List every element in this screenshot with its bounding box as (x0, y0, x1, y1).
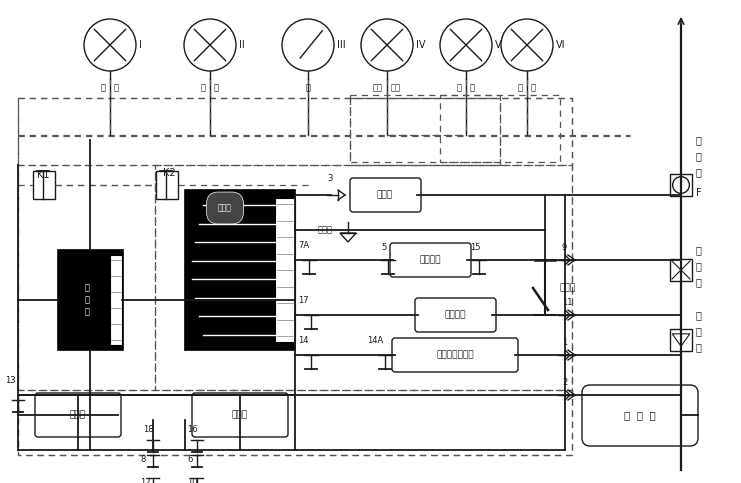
Bar (670, 259, 692, 281)
Text: 2: 2 (562, 378, 568, 387)
Bar (110, 255, 122, 345)
Bar (58, 250, 123, 350)
Text: 13: 13 (5, 376, 16, 385)
Text: 12: 12 (140, 478, 150, 483)
Text: 11: 11 (562, 298, 573, 307)
Text: 总: 总 (696, 135, 702, 145)
Text: 10: 10 (187, 478, 198, 483)
Text: 限压阀: 限压阀 (318, 226, 333, 235)
Text: 緩
解
室: 緩 解 室 (84, 284, 90, 316)
Text: 17: 17 (298, 296, 308, 305)
Bar (156, 171, 178, 199)
Text: 工: 工 (470, 83, 475, 92)
Text: 15: 15 (470, 243, 480, 252)
Text: 总: 总 (101, 83, 106, 92)
Text: 7A: 7A (298, 241, 309, 250)
Text: II: II (239, 40, 245, 50)
Text: 列: 列 (457, 83, 462, 92)
Text: F: F (696, 188, 702, 198)
Text: 1: 1 (562, 338, 568, 347)
Text: 容积风缸: 容积风缸 (445, 311, 466, 319)
Text: 制: 制 (518, 83, 523, 92)
Text: 源: 源 (696, 167, 702, 177)
Bar (670, 174, 692, 196)
Text: 储: 储 (114, 83, 119, 92)
Text: 容: 容 (305, 83, 310, 92)
Text: 附加缸: 附加缸 (377, 190, 393, 199)
Text: 调: 调 (696, 310, 702, 320)
Text: 压: 压 (696, 326, 702, 336)
Text: 3: 3 (327, 174, 333, 183)
Text: 器: 器 (696, 277, 702, 287)
Text: 尘: 尘 (696, 261, 702, 271)
Text: 紧室: 紧室 (391, 83, 401, 92)
Text: 9: 9 (562, 243, 568, 252)
Text: VI: VI (556, 40, 565, 50)
Text: I: I (139, 40, 142, 50)
Bar (185, 190, 295, 350)
Bar (275, 198, 295, 342)
Bar (33, 171, 55, 199)
Text: 制动管容量风缸: 制动管容量风缸 (436, 351, 473, 359)
Text: 副风缸: 副风缸 (232, 411, 248, 420)
Text: 副: 副 (201, 83, 206, 92)
Text: 14A: 14A (367, 336, 383, 345)
Text: 14: 14 (298, 336, 308, 345)
Text: 储  风  缸: 储 风 缸 (624, 410, 656, 420)
Text: III: III (337, 40, 345, 50)
Text: 8: 8 (140, 455, 145, 464)
Text: K1: K1 (37, 170, 50, 180)
Text: 16: 16 (187, 425, 198, 434)
Text: 6: 6 (187, 455, 193, 464)
Text: 阀: 阀 (696, 342, 702, 352)
Text: IV: IV (416, 40, 425, 50)
Text: 风: 风 (696, 151, 702, 161)
Text: V: V (495, 40, 502, 50)
Text: 辅助室: 辅助室 (218, 203, 232, 213)
Text: 工: 工 (214, 83, 219, 92)
Text: 容: 容 (531, 83, 536, 92)
Text: 5: 5 (381, 243, 386, 252)
Text: 操纵阀: 操纵阀 (560, 284, 576, 293)
Text: K2: K2 (163, 168, 176, 178)
Bar (670, 329, 692, 351)
Text: 制动缸: 制动缸 (70, 411, 86, 420)
Text: 18: 18 (143, 425, 153, 434)
Text: 工作风缸: 工作风缸 (419, 256, 441, 265)
Text: 滤: 滤 (696, 245, 702, 255)
Text: 紧列: 紧列 (373, 83, 383, 92)
